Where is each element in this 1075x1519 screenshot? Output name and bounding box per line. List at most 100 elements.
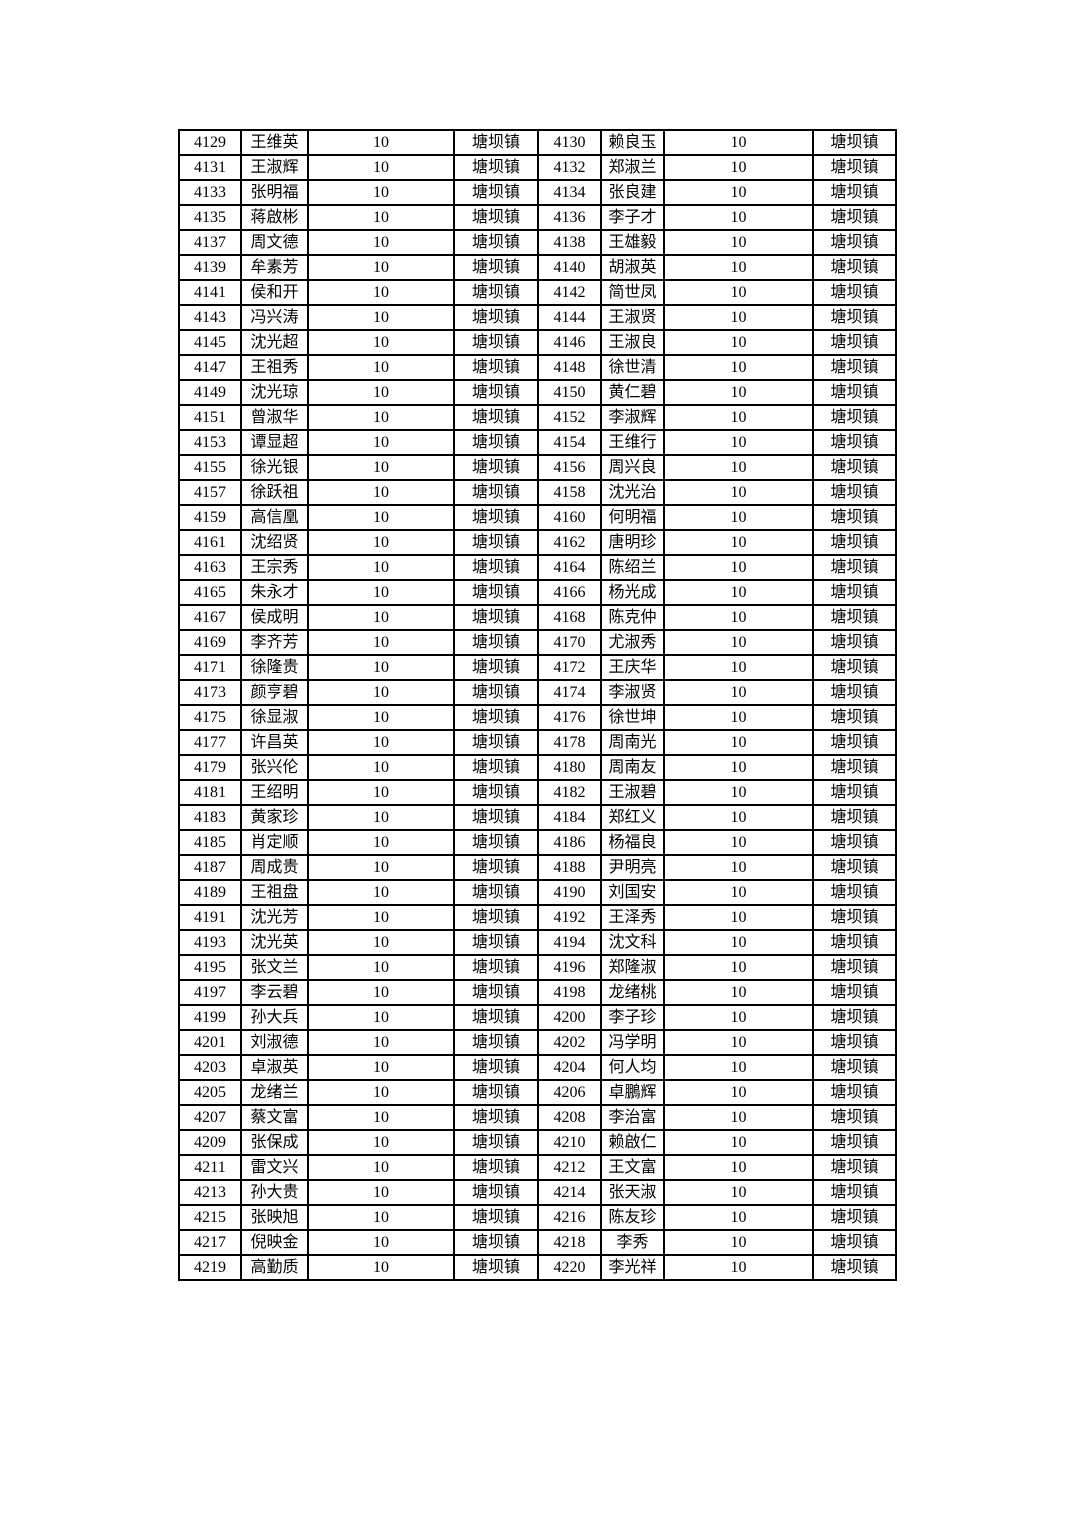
amount-cell: 10 [663,154,814,181]
name-cell: 王维行 [600,429,665,456]
town-cell: 塘坝镇 [812,529,897,556]
serial-cell: 4211 [178,1154,242,1181]
name-cell: 张保成 [240,1129,309,1156]
town-cell: 塘坝镇 [453,654,539,681]
table-row: 4219 高勤质 10 塘坝镇 4220 李光祥 10 塘坝镇 [178,1254,897,1281]
name-cell: 龙绪桃 [600,979,665,1006]
serial-cell: 4137 [178,229,242,256]
name-cell: 李齐芳 [240,629,309,656]
table-row: 4203 卓淑英 10 塘坝镇 4204 何人均 10 塘坝镇 [178,1054,897,1081]
serial-cell: 4197 [178,979,242,1006]
name-cell: 刘国安 [600,879,665,906]
town-cell: 塘坝镇 [453,779,539,806]
serial-cell: 4212 [537,1154,602,1181]
name-cell: 郑淑兰 [600,154,665,181]
table-row: 4211 雷文兴 10 塘坝镇 4212 王文富 10 塘坝镇 [178,1154,897,1181]
serial-cell: 4177 [178,729,242,756]
amount-cell: 10 [307,379,455,406]
amount-cell: 10 [307,679,455,706]
name-cell: 黄家珍 [240,804,309,831]
name-cell: 周南光 [600,729,665,756]
amount-cell: 10 [663,254,814,281]
amount-cell: 10 [663,1079,814,1106]
serial-cell: 4153 [178,429,242,456]
town-cell: 塘坝镇 [812,754,897,781]
amount-cell: 10 [663,304,814,331]
amount-cell: 10 [307,279,455,306]
serial-cell: 4198 [537,979,602,1006]
amount-cell: 10 [307,204,455,231]
serial-cell: 4208 [537,1104,602,1131]
town-cell: 塘坝镇 [812,904,897,931]
town-cell: 塘坝镇 [453,304,539,331]
town-cell: 塘坝镇 [812,604,897,631]
serial-cell: 4214 [537,1179,602,1206]
serial-cell: 4175 [178,704,242,731]
town-cell: 塘坝镇 [812,229,897,256]
serial-cell: 4201 [178,1029,242,1056]
town-cell: 塘坝镇 [812,979,897,1006]
table-row: 4155 徐光银 10 塘坝镇 4156 周兴良 10 塘坝镇 [178,454,897,481]
name-cell: 王祖秀 [240,354,309,381]
amount-cell: 10 [663,854,814,881]
name-cell: 高勤质 [240,1254,309,1281]
amount-cell: 10 [663,904,814,931]
name-cell: 王淑碧 [600,779,665,806]
town-cell: 塘坝镇 [812,454,897,481]
name-cell: 侯和开 [240,279,309,306]
serial-cell: 4205 [178,1079,242,1106]
serial-cell: 4135 [178,204,242,231]
table-row: 4183 黄家珍 10 塘坝镇 4184 郑红义 10 塘坝镇 [178,804,897,831]
serial-cell: 4149 [178,379,242,406]
serial-cell: 4147 [178,354,242,381]
amount-cell: 10 [307,1254,455,1281]
serial-cell: 4159 [178,504,242,531]
town-cell: 塘坝镇 [812,1229,897,1256]
serial-cell: 4158 [537,479,602,506]
town-cell: 塘坝镇 [453,629,539,656]
town-cell: 塘坝镇 [812,504,897,531]
serial-cell: 4202 [537,1029,602,1056]
town-cell: 塘坝镇 [453,254,539,281]
town-cell: 塘坝镇 [453,354,539,381]
name-cell: 徐显淑 [240,704,309,731]
name-cell: 简世凤 [600,279,665,306]
table-row: 4185 肖定顺 10 塘坝镇 4186 杨福良 10 塘坝镇 [178,829,897,856]
name-cell: 李子才 [600,204,665,231]
amount-cell: 10 [663,929,814,956]
serial-cell: 4148 [537,354,602,381]
table-row: 4199 孙大兵 10 塘坝镇 4200 李子珍 10 塘坝镇 [178,1004,897,1031]
table-row: 4139 牟素芳 10 塘坝镇 4140 胡淑英 10 塘坝镇 [178,254,897,281]
town-cell: 塘坝镇 [453,204,539,231]
serial-cell: 4170 [537,629,602,656]
name-cell: 张天淑 [600,1179,665,1206]
serial-cell: 4143 [178,304,242,331]
town-cell: 塘坝镇 [453,854,539,881]
town-cell: 塘坝镇 [812,554,897,581]
amount-cell: 10 [663,754,814,781]
serial-cell: 4165 [178,579,242,606]
name-cell: 张良建 [600,179,665,206]
town-cell: 塘坝镇 [453,1229,539,1256]
amount-cell: 10 [663,604,814,631]
amount-cell: 10 [663,179,814,206]
table-row: 4159 高信凰 10 塘坝镇 4160 何明福 10 塘坝镇 [178,504,897,531]
name-cell: 龙绪兰 [240,1079,309,1106]
name-cell: 徐世清 [600,354,665,381]
amount-cell: 10 [307,1129,455,1156]
amount-cell: 10 [307,154,455,181]
roster-table: 4129 王维英 10 塘坝镇 4130 赖良玉 10 塘坝镇 4131 王淑辉 10 塘坝镇 4132… [178,129,897,1281]
amount-cell: 10 [307,304,455,331]
serial-cell: 4173 [178,679,242,706]
serial-cell: 4130 [537,129,602,156]
serial-cell: 4184 [537,804,602,831]
name-cell: 沈光英 [240,929,309,956]
name-cell: 蔡文富 [240,1104,309,1131]
name-cell: 周南友 [600,754,665,781]
roster-body: 4129 王维英 10 塘坝镇 4130 赖良玉 10 塘坝镇 4131 王淑辉 10 塘坝镇 4132… [178,129,897,1281]
table-row: 4163 王宗秀 10 塘坝镇 4164 陈绍兰 10 塘坝镇 [178,554,897,581]
town-cell: 塘坝镇 [453,1054,539,1081]
serial-cell: 4169 [178,629,242,656]
serial-cell: 4190 [537,879,602,906]
amount-cell: 10 [307,1029,455,1056]
